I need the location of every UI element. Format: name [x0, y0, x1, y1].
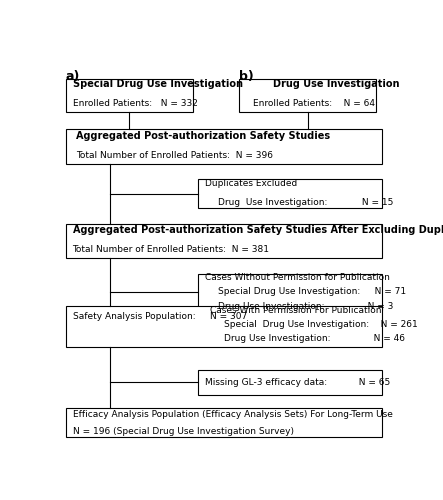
- Text: Special Drug Use Investigation:     N = 71: Special Drug Use Investigation: N = 71: [218, 288, 407, 296]
- FancyBboxPatch shape: [66, 408, 381, 438]
- Text: Missing GL-3 efficacy data:           N = 65: Missing GL-3 efficacy data: N = 65: [205, 378, 390, 387]
- Text: Enrolled Patients:   N = 332: Enrolled Patients: N = 332: [73, 99, 198, 108]
- Text: Efficacy Analysis Population (Efficacy Analysis Sets) For Long-Term Use: Efficacy Analysis Population (Efficacy A…: [73, 410, 392, 419]
- Text: b): b): [239, 70, 254, 82]
- Text: Enrolled Patients:    N = 64: Enrolled Patients: N = 64: [253, 99, 375, 108]
- Text: Total Number of Enrolled Patients:  N = 381: Total Number of Enrolled Patients: N = 3…: [73, 245, 269, 254]
- Text: Drug  Use Investigation:            N = 15: Drug Use Investigation: N = 15: [218, 198, 394, 207]
- Text: Cases Without Permission for Publication: Cases Without Permission for Publication: [205, 273, 389, 282]
- Text: Cases With Permission For Publication: Cases With Permission For Publication: [210, 306, 381, 315]
- Text: N = 196 (Special Drug Use Investigation Survey): N = 196 (Special Drug Use Investigation …: [73, 427, 294, 436]
- FancyBboxPatch shape: [198, 180, 381, 208]
- FancyBboxPatch shape: [198, 370, 381, 395]
- Text: Drug Use Investigation:               N = 46: Drug Use Investigation: N = 46: [224, 334, 404, 344]
- FancyBboxPatch shape: [239, 79, 377, 112]
- Text: Total Number of Enrolled Patients:  N = 396: Total Number of Enrolled Patients: N = 3…: [76, 150, 273, 160]
- FancyBboxPatch shape: [198, 274, 381, 310]
- Text: Drug Use Investigation:               N = 3: Drug Use Investigation: N = 3: [218, 302, 394, 311]
- Text: Aggregated Post-authorization Safety Studies: Aggregated Post-authorization Safety Stu…: [76, 131, 330, 141]
- Text: Special  Drug Use Investigation:    N = 261: Special Drug Use Investigation: N = 261: [224, 320, 417, 329]
- Text: Special Drug Use Investigation: Special Drug Use Investigation: [73, 79, 242, 89]
- FancyBboxPatch shape: [66, 224, 381, 258]
- FancyBboxPatch shape: [66, 306, 381, 347]
- Text: Duplicates Excluded: Duplicates Excluded: [205, 178, 297, 188]
- FancyBboxPatch shape: [66, 79, 193, 112]
- Text: Aggregated Post-authorization Safety Studies After Excluding Duplicates: Aggregated Post-authorization Safety Stu…: [73, 225, 443, 235]
- Text: a): a): [66, 70, 80, 82]
- Text: Drug Use Investigation: Drug Use Investigation: [273, 79, 400, 89]
- FancyBboxPatch shape: [66, 130, 381, 164]
- Text: Safety Analysis Population:     N = 307: Safety Analysis Population: N = 307: [73, 312, 247, 322]
